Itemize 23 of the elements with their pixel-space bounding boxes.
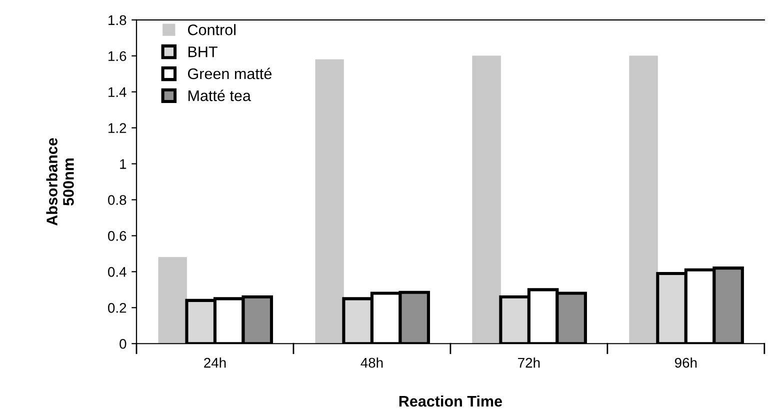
x-tick-label: 24h: [204, 358, 226, 368]
bar: [629, 56, 658, 344]
x-tick-label: 96h: [674, 358, 697, 368]
y-tick-label: 1.4: [108, 87, 126, 97]
y-tick-label: 0.4: [108, 267, 126, 277]
legend-label: Green matté: [188, 68, 272, 80]
y-tick-label: 0.6: [108, 231, 126, 241]
y-tick-label: 0.2: [108, 302, 126, 313]
y-axis-title: Absorbance 500nm: [46, 138, 74, 226]
y-tick-label: 1.8: [108, 15, 126, 26]
x-tick-label: 72h: [518, 358, 540, 368]
bar: [315, 59, 344, 344]
y-tick-label: 1.6: [108, 51, 126, 62]
y-tick-label: 1.2: [108, 123, 126, 133]
legend-label: Control: [188, 24, 236, 36]
x-axis-title: Reaction Time: [399, 395, 502, 407]
legend-label: Matté tea: [188, 90, 251, 102]
bar: [472, 56, 501, 344]
x-tick-label: 48h: [360, 358, 383, 368]
y-tick-label: 0: [120, 338, 126, 349]
y-tick-label: 0.8: [108, 195, 126, 205]
y-tick-label: 1: [120, 159, 126, 169]
legend-label: BHT: [188, 46, 218, 58]
